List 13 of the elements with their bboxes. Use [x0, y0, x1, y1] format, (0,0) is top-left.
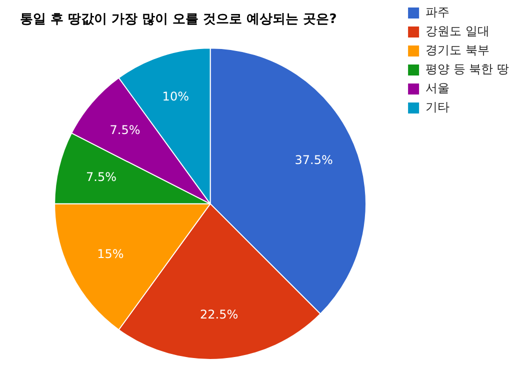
legend-label: 경기도 북부 — [426, 43, 490, 58]
data-label: 37.5% — [294, 153, 333, 168]
legend-label: 기타 — [426, 100, 450, 114]
data-label: 15% — [97, 246, 124, 261]
data-label: 7.5% — [110, 123, 140, 138]
data-label: 22.5% — [200, 308, 238, 322]
data-label: 7.5% — [86, 170, 117, 184]
legend-label: 평양 등 북한 땅 — [426, 62, 510, 76]
legend-label: 파주 — [426, 5, 450, 20]
data-label: 10% — [162, 89, 189, 104]
chart-title: 통일 후 땅값이 가장 많이 오를 것으로 예상되는 곳은? — [20, 12, 337, 28]
legend-label: 강원도 일대 — [426, 24, 490, 38]
legend-label: 서울 — [426, 81, 450, 96]
